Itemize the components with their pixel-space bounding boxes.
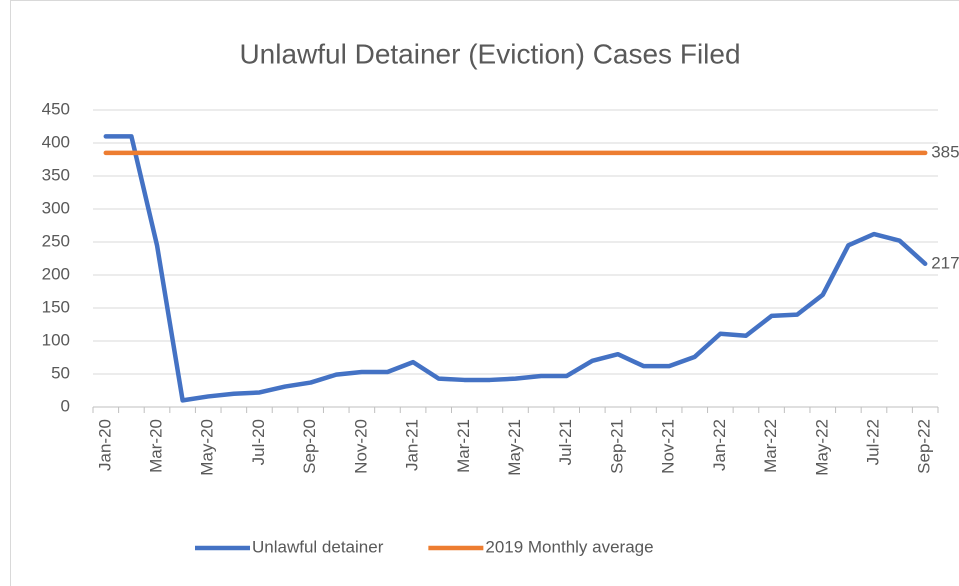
series-line [103, 134, 928, 403]
y-tick-label: 450 [42, 99, 70, 118]
legend-label: 2019 Monthly average [485, 537, 653, 556]
y-tick-label: 100 [42, 330, 70, 349]
y-tick-label: 300 [42, 198, 70, 217]
y-tick-label: 400 [42, 132, 70, 151]
y-tick-label: 0 [61, 396, 70, 415]
x-tick-label: Jul-20 [249, 419, 268, 465]
y-tick-label: 350 [42, 165, 70, 184]
y-tick-label: 200 [42, 264, 70, 283]
x-tick-label: Sep-22 [915, 419, 934, 474]
legend-label: Unlawful detainer [252, 537, 384, 556]
x-tick-label: May-22 [812, 419, 831, 476]
x-tick-label: Mar-22 [761, 419, 780, 473]
x-tick-label: Nov-21 [659, 419, 678, 474]
data-label: 385 [931, 142, 959, 161]
chart-border [10, 0, 959, 586]
x-tick-label: Jul-21 [556, 419, 575, 465]
y-tick-label: 250 [42, 231, 70, 250]
x-tick-label: Jan-22 [710, 419, 729, 471]
data-label: 217 [931, 253, 959, 272]
x-tick-label: Sep-20 [300, 419, 319, 474]
x-tick-label: Mar-20 [146, 419, 165, 473]
chart-title: Unlawful Detainer (Eviction) Cases Filed [239, 38, 740, 69]
y-tick-label: 50 [51, 363, 70, 382]
x-tick-label: Mar-21 [454, 419, 473, 473]
x-tick-label: May-21 [505, 419, 524, 476]
x-tick-label: Jan-21 [403, 419, 422, 471]
x-tick-label: May-20 [198, 419, 217, 476]
x-tick-label: Sep-21 [607, 419, 626, 474]
x-tick-label: Jul-22 [863, 419, 882, 465]
y-tick-label: 150 [42, 297, 70, 316]
x-tick-label: Jan-20 [95, 419, 114, 471]
x-tick-label: Nov-20 [351, 419, 370, 474]
